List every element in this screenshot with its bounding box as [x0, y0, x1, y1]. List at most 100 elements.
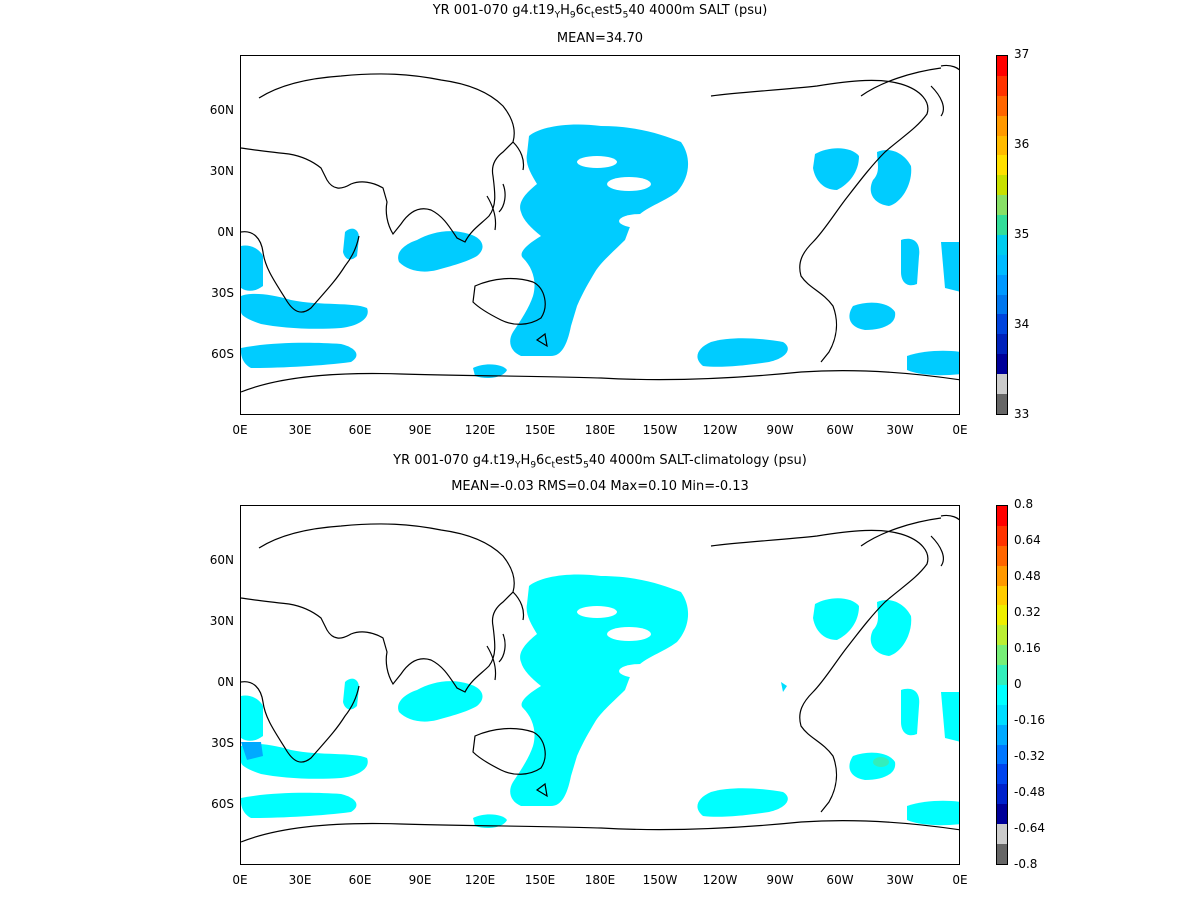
colorbar-swatch — [997, 274, 1007, 295]
colorbar-swatch — [997, 764, 1007, 785]
colorbar-swatch — [997, 506, 1007, 526]
panel2-colorbar — [996, 505, 1008, 865]
x-tick-label: 30E — [288, 423, 312, 437]
x-tick-label: 120E — [464, 423, 496, 437]
panel1-colorbar — [996, 55, 1008, 415]
x-tick-label: 60W — [826, 423, 854, 437]
y-tick-label: 30S — [211, 736, 234, 750]
colorbar-swatch — [997, 354, 1007, 374]
x-tick-label: 0E — [952, 873, 968, 887]
colorbar-label: 0.16 — [1014, 641, 1041, 655]
x-tick-label: 60E — [348, 423, 372, 437]
x-tick-label: 30E — [288, 873, 312, 887]
colorbar-label: -0.8 — [1014, 857, 1038, 871]
x-tick-label: 0E — [232, 873, 248, 887]
x-tick-label: 90W — [766, 423, 794, 437]
colorbar-swatch — [997, 56, 1007, 76]
coastlines — [241, 64, 959, 393]
y-tick-label: 60S — [211, 347, 234, 361]
colorbar-swatch — [997, 625, 1007, 646]
anomaly-patches — [241, 682, 889, 767]
colorbar-swatch — [997, 704, 1007, 725]
x-tick-label: 0E — [952, 423, 968, 437]
colorbar-label: 0.32 — [1014, 605, 1041, 619]
y-tick-label: 30S — [211, 286, 234, 300]
panel1-title: YR 001-070 g4.t19YH96ctest5540 4000m SAL… — [432, 3, 768, 21]
colorbar-swatch — [997, 334, 1007, 355]
y-tick-label: 30N — [209, 164, 234, 178]
colorbar-label: 0.8 — [1014, 497, 1034, 511]
colorbar-label: 0.64 — [1014, 533, 1041, 547]
colorbar-label: -0.32 — [1014, 749, 1046, 763]
colorbar-label: 37 — [1014, 47, 1030, 61]
colorbar-swatch — [997, 525, 1007, 546]
panel2-map — [240, 505, 960, 865]
panel1-map-svg — [241, 64, 959, 393]
colorbar-swatch — [997, 374, 1007, 394]
x-tick-label: 60W — [826, 873, 854, 887]
colorbar-swatch — [997, 804, 1007, 824]
colorbar-label: 36 — [1014, 137, 1030, 151]
field-holes — [577, 156, 663, 228]
y-tick-label: 60N — [209, 103, 234, 117]
x-tick-label: 150W — [642, 873, 678, 887]
y-tick-label: 60N — [209, 553, 234, 567]
y-tick-label: 60S — [211, 797, 234, 811]
x-tick-label: 150E — [524, 423, 556, 437]
colorbar-swatch — [997, 234, 1007, 255]
colorbar-swatch — [997, 195, 1007, 215]
colorbar-swatch — [997, 254, 1007, 275]
x-tick-label: 120E — [464, 873, 496, 887]
colorbar-swatch — [997, 744, 1007, 765]
panel1-map — [240, 55, 960, 415]
colorbar-label: -0.64 — [1014, 821, 1046, 835]
field-holes — [577, 606, 663, 678]
colorbar-swatch — [997, 135, 1007, 156]
colorbar-swatch — [997, 645, 1007, 665]
colorbar-label: 35 — [1014, 227, 1030, 241]
x-tick-label: 0E — [232, 423, 248, 437]
colorbar-label: -0.48 — [1014, 785, 1046, 799]
colorbar-swatch — [997, 824, 1007, 844]
colorbar-label: 34 — [1014, 317, 1030, 331]
panel2-title: YR 001-070 g4.t19YH96ctest5540 4000m SAL… — [393, 453, 807, 471]
x-tick-label: 150W — [642, 423, 678, 437]
x-tick-label: 30W — [886, 873, 914, 887]
y-tick-label: 0N — [217, 225, 234, 239]
colorbar-swatch — [997, 585, 1007, 606]
x-tick-label: 60E — [348, 873, 372, 887]
colorbar-swatch — [997, 843, 1007, 864]
colorbar-label: 33 — [1014, 407, 1030, 421]
x-tick-label: 120W — [702, 873, 738, 887]
x-tick-label: 180E — [584, 873, 616, 887]
x-tick-label: 30W — [886, 423, 914, 437]
colorbar-swatch — [997, 314, 1007, 335]
colorbar-swatch — [997, 784, 1007, 805]
colorbar-label: 0.48 — [1014, 569, 1041, 583]
panel2-stats: MEAN=-0.03 RMS=0.04 Max=0.10 Min=-0.13 — [451, 479, 749, 494]
colorbar-swatch — [997, 95, 1007, 116]
colorbar-swatch — [997, 115, 1007, 136]
colorbar-swatch — [997, 605, 1007, 626]
y-tick-label: 0N — [217, 675, 234, 689]
panel1-stats: MEAN=34.70 — [556, 31, 644, 46]
x-tick-label: 90E — [408, 423, 432, 437]
x-tick-label: 150E — [524, 873, 556, 887]
x-tick-label: 90W — [766, 873, 794, 887]
x-tick-label: 180E — [584, 423, 616, 437]
colorbar-swatch — [997, 175, 1007, 196]
y-tick-label: 30N — [209, 614, 234, 628]
colorbar-swatch — [997, 75, 1007, 96]
colorbar-swatch — [997, 565, 1007, 586]
colorbar-swatch — [997, 684, 1007, 705]
colorbar-swatch — [997, 294, 1007, 315]
colorbar-swatch — [997, 155, 1007, 176]
panel2-map-svg — [241, 514, 959, 843]
colorbar-swatch — [997, 215, 1007, 235]
colorbar-swatch — [997, 545, 1007, 566]
colorbar-label: -0.16 — [1014, 713, 1046, 727]
colorbar-swatch — [997, 665, 1007, 685]
x-tick-label: 90E — [408, 873, 432, 887]
colorbar-swatch — [997, 393, 1007, 414]
colorbar-label: 0 — [1014, 677, 1022, 691]
